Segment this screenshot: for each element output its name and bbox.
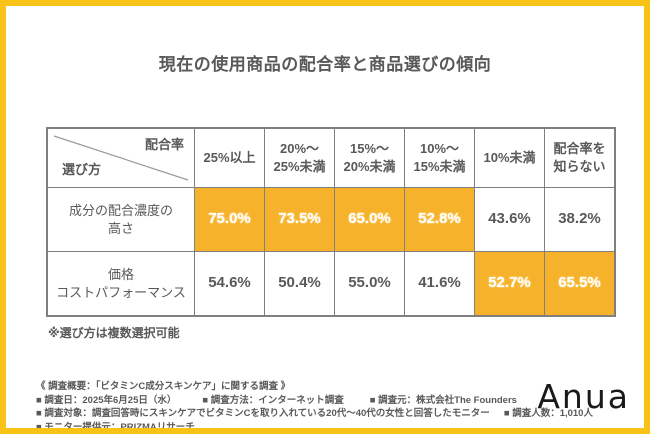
column-header: 25%以上 [195, 129, 264, 187]
row-header: 価格 コストパフォーマンス [48, 252, 194, 315]
multi-select-note: ※選び方は複数選択可能 [48, 326, 180, 340]
table-cell: 41.6% [405, 252, 474, 315]
table-cell: 38.2% [545, 188, 614, 251]
row-header: 成分の配合濃度の 高さ [48, 188, 194, 251]
survey-target: ■ 調査対象：調査回答時にスキンケアでビタミンCを取り入れている20代～40代の… [36, 408, 490, 419]
table-cell: 65.5% [545, 252, 614, 315]
table-cell: 52.8% [405, 188, 474, 251]
column-header: 20%～ 25%未満 [265, 129, 334, 187]
table-cell: 73.5% [265, 188, 334, 251]
diagonal-divider [53, 135, 189, 181]
survey-line: ■ 調査日：2025年6月25日（水） ■ 調査方法：インターネット調査 ■ 調査元… [36, 394, 556, 408]
survey-date: ■ 調査日：2025年6月25日（水） [36, 394, 177, 406]
table-cell: 75.0% [195, 188, 264, 251]
table-corner-cell: 配合率 選び方 [48, 129, 194, 187]
survey-method: ■ 調査方法：インターネット調査 [202, 394, 344, 406]
ratio-table: 配合率 選び方 25%以上 20%～ 25%未満 15%～ 20%未満 10%～… [46, 127, 616, 317]
survey-line: ■ 調査対象：調査回答時にスキンケアでビタミンCを取り入れている20代～40代の… [36, 407, 593, 421]
survey-line: ■ モニター提供元：PRIZMAリサーチ [36, 421, 556, 433]
survey-source: ■ 調査元：株式会社The Founders [369, 394, 517, 406]
table-cell: 43.6% [475, 188, 544, 251]
page-title: 現在の使用商品の配合率と商品選びの傾向 [158, 55, 492, 74]
table-cell: 54.6% [195, 252, 264, 315]
column-header: 10%～ 15%未満 [405, 129, 474, 187]
survey-monitor-provider: ■ モニター提供元：PRIZMAリサーチ [36, 421, 195, 433]
anua-brand-logo: Anua [537, 377, 630, 416]
survey-sample-size: ■ 調査人数：1,010人 [503, 408, 593, 419]
table-cell: 52.7% [475, 252, 544, 315]
table-cell: 65.0% [335, 188, 404, 251]
column-header: 配合率を 知らない [545, 129, 614, 187]
survey-heading: 《 調査概要：「ビタミンC成分スキンケア」に関する調査 》 [36, 381, 291, 392]
column-header: 15%～ 20%未満 [335, 129, 404, 187]
corner-label-column-axis: 配合率 [144, 137, 184, 152]
survey-overview: 《 調査概要：「ビタミンC成分スキンケア」に関する調査 》 ■ 調査日：2025… [36, 380, 593, 433]
table-cell: 50.4% [265, 252, 334, 315]
table-cell: 55.0% [335, 252, 404, 315]
column-header: 10%未満 [475, 129, 544, 187]
corner-label-row-axis: 選び方 [62, 162, 102, 178]
